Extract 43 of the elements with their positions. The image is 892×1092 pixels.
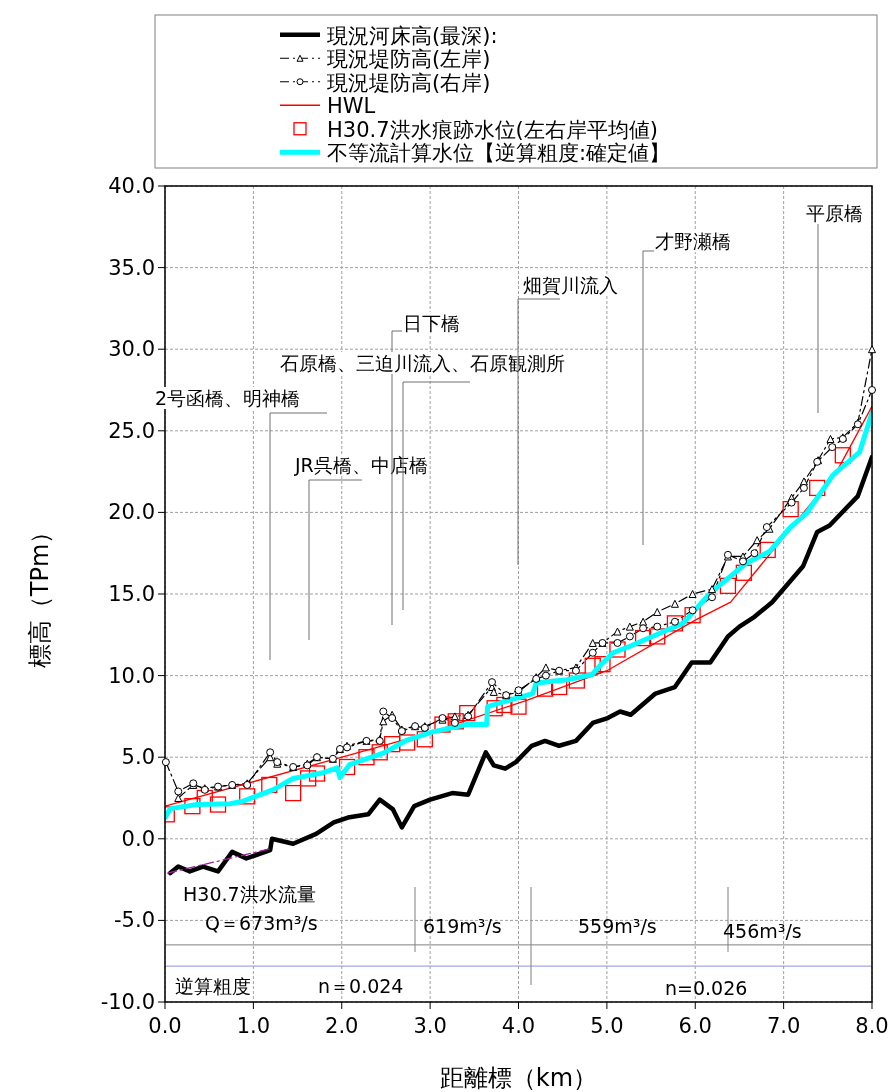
annotation: 619m³/s [423,915,502,937]
legend-label: HWL [327,94,376,119]
y-axis-title: 標高（TPm） [26,519,54,669]
legend-label: 不等流計算水位【逆算粗度:確定値】 [327,141,671,166]
xtick: 6.0 [678,1014,712,1038]
annotation: H30.7洪水流量 [183,883,316,905]
ytick: 15.0 [108,582,155,606]
xtick: 1.0 [236,1014,271,1038]
xtick: 5.0 [590,1014,624,1038]
annotation: 456m³/s [723,920,802,942]
xtick: 2.0 [325,1014,359,1038]
annotation: JR呉橋、中店橋 [295,454,428,476]
ytick: 25.0 [108,418,155,443]
legend-label: 現況堤防高(右岸) [327,70,491,95]
annotation: n=0.026 [665,977,748,999]
annotation: 才野瀬橋 [655,230,731,252]
ytick: 40.0 [108,174,155,198]
xtick: 0.0 [148,1014,182,1038]
ytick: 10.0 [108,663,155,688]
annotation: 559m³/s [578,915,657,937]
legend-label: 現況河床高(最深): [327,23,498,48]
annotation: Q＝673m³/s [205,912,318,934]
ytick: -5.0 [114,908,155,933]
xtick: 7.0 [766,1014,801,1038]
xtick: 3.0 [413,1014,447,1038]
ytick: -10.0 [100,990,155,1014]
annotation: 逆算粗度 [175,975,251,997]
annotation: n＝0.024 [318,975,404,997]
x-axis-title: 距離標（km） [439,1064,598,1092]
xtick: 4.0 [501,1014,536,1038]
legend-label: H30.7洪水痕跡水位(左右岸平均値) [327,117,658,142]
ytick: 0.0 [121,826,155,851]
annotation: 平原橋 [806,202,863,224]
ytick: 35.0 [108,255,155,280]
annotation: 畑賀川流入 [523,274,618,296]
annotation: 日下橋 [403,312,460,334]
annotation: 石原橋、三迫川流入、石原観測所 [280,352,565,374]
ytick: 20.0 [108,500,155,525]
xtick: 8.0 [855,1014,889,1038]
legend-label: 現況堤防高(左岸) [327,47,491,72]
ytick: 5.0 [121,745,155,770]
annotation: 2号函橋、明神橋 [155,387,301,409]
ytick: 30.0 [108,337,155,362]
